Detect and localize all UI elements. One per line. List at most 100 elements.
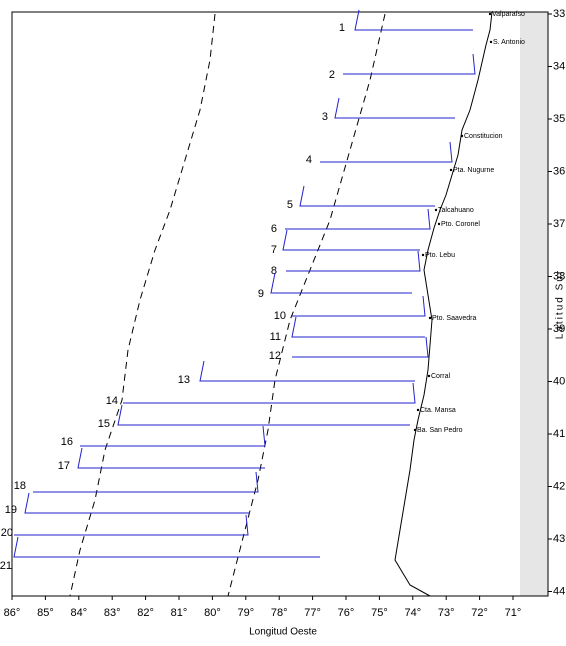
y-tick-label: 37° bbox=[553, 218, 566, 230]
transect bbox=[299, 185, 435, 207]
x-axis-label: Longitud Oeste bbox=[249, 627, 317, 638]
transect-label: 9 bbox=[258, 288, 264, 300]
place-label: Ba. San Pedro bbox=[417, 427, 463, 434]
place-label: Pta. Nugurne bbox=[453, 167, 494, 174]
transect bbox=[334, 97, 455, 119]
transect-label: 8 bbox=[271, 265, 277, 277]
transect bbox=[292, 336, 429, 358]
x-tick-label: 81° bbox=[171, 607, 188, 619]
x-tick-label: 82° bbox=[137, 607, 154, 619]
y-tick-label: 44° bbox=[553, 585, 566, 597]
x-tick-label: 83° bbox=[104, 607, 121, 619]
place-dot bbox=[413, 428, 417, 432]
transect bbox=[292, 295, 426, 317]
transect-label: 11 bbox=[270, 331, 281, 343]
transect-label: 13 bbox=[178, 374, 190, 386]
place-label: Corral bbox=[431, 373, 451, 380]
transect bbox=[285, 208, 431, 230]
place-dot bbox=[489, 40, 493, 44]
land-shade bbox=[520, 12, 548, 596]
transect-label: 7 bbox=[271, 244, 277, 256]
transect-label: 6 bbox=[271, 223, 277, 235]
x-tick-label: 86° bbox=[4, 607, 21, 619]
transect bbox=[33, 471, 259, 493]
boundary-line bbox=[227, 13, 386, 597]
x-tick-label: 85° bbox=[37, 607, 54, 619]
place-label: Pto. Lebu bbox=[425, 252, 455, 259]
place-dot bbox=[427, 374, 431, 378]
y-axis-label: Latitud Sur bbox=[555, 269, 566, 339]
place-dot bbox=[416, 408, 420, 412]
place-dot bbox=[421, 253, 425, 257]
y-tick-label: 35° bbox=[553, 113, 566, 125]
place-label: Talcahuano bbox=[438, 207, 474, 214]
coastline bbox=[394, 11, 493, 597]
transect-label: 17 bbox=[58, 460, 70, 472]
y-tick-label: 42° bbox=[553, 480, 566, 492]
transect-label: 1 bbox=[339, 22, 345, 34]
boundary-line bbox=[69, 13, 216, 597]
place-dot bbox=[437, 222, 441, 226]
y-tick-label: 43° bbox=[553, 533, 566, 545]
transect bbox=[117, 404, 410, 426]
place-dot bbox=[434, 208, 438, 212]
transect bbox=[270, 272, 412, 294]
transect bbox=[14, 514, 249, 536]
place-label: S. Antonio bbox=[493, 39, 525, 46]
place-label: Pto. Coronel bbox=[441, 221, 480, 228]
x-tick-label: 73° bbox=[438, 607, 455, 619]
x-tick-label: 75° bbox=[371, 607, 388, 619]
place-dot bbox=[449, 168, 453, 172]
place-dot bbox=[428, 316, 432, 320]
y-tick-label: 33° bbox=[553, 8, 566, 20]
y-tick-label: 38° bbox=[553, 270, 566, 282]
x-tick-label: 84° bbox=[70, 607, 87, 619]
transect bbox=[320, 141, 453, 163]
transect bbox=[123, 382, 416, 404]
frame bbox=[11, 11, 549, 597]
transect bbox=[343, 53, 476, 75]
x-tick-label: 80° bbox=[204, 607, 221, 619]
x-tick-label: 76° bbox=[338, 607, 355, 619]
transect-label: 3 bbox=[322, 111, 328, 123]
transect bbox=[77, 447, 265, 469]
transect-label: 21 bbox=[0, 560, 12, 572]
transect-label: 14 bbox=[106, 395, 118, 407]
y-tick-label: 40° bbox=[553, 375, 566, 387]
place-dot bbox=[488, 12, 492, 16]
y-tick-label: 34° bbox=[553, 60, 566, 72]
y-tick-label: 39° bbox=[553, 323, 566, 335]
transect-label: 5 bbox=[287, 199, 293, 211]
transect bbox=[286, 250, 421, 272]
transect-label: 10 bbox=[274, 310, 286, 322]
x-tick-label: 72° bbox=[471, 607, 488, 619]
transect bbox=[13, 536, 320, 558]
transect bbox=[291, 316, 425, 338]
transect bbox=[80, 425, 266, 447]
transect bbox=[24, 492, 250, 514]
place-label: Valparaíso bbox=[492, 11, 525, 18]
transect-label: 18 bbox=[14, 480, 26, 492]
x-tick-label: 77° bbox=[304, 607, 321, 619]
transect-label: 2 bbox=[329, 69, 335, 81]
transect bbox=[354, 9, 473, 31]
transect-label: 12 bbox=[269, 350, 281, 362]
x-tick-label: 74° bbox=[404, 607, 421, 619]
transect-label: 15 bbox=[98, 418, 110, 430]
y-tick-label: 41° bbox=[553, 428, 566, 440]
x-tick-label: 79° bbox=[237, 607, 254, 619]
x-tick-label: 78° bbox=[271, 607, 288, 619]
transect-label: 16 bbox=[61, 436, 73, 448]
y-tick-label: 36° bbox=[553, 165, 566, 177]
place-dot bbox=[460, 134, 464, 138]
place-label: Constitucion bbox=[464, 133, 503, 140]
transect-label: 20 bbox=[1, 527, 13, 539]
place-label: Cta. Mansa bbox=[420, 407, 456, 414]
transect-label: 19 bbox=[5, 504, 17, 516]
x-tick-label: 71° bbox=[505, 607, 522, 619]
place-label: Pto. Saavedra bbox=[432, 315, 476, 322]
transect-label: 4 bbox=[306, 154, 312, 166]
transect bbox=[282, 229, 420, 251]
transect bbox=[199, 360, 415, 382]
